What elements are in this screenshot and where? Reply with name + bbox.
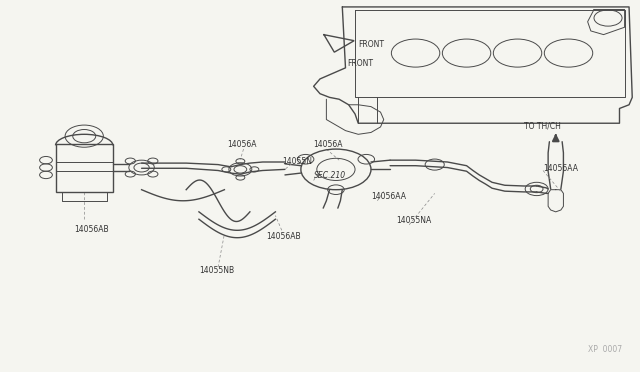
Text: SEC.210: SEC.210 — [314, 171, 346, 180]
Text: 14055N: 14055N — [282, 157, 312, 166]
Text: 14056A: 14056A — [228, 140, 257, 149]
Bar — [56, 144, 113, 192]
Text: 14056AA: 14056AA — [371, 192, 406, 201]
Text: 14056AB: 14056AB — [266, 232, 300, 241]
Text: 14055NA: 14055NA — [396, 216, 432, 225]
Text: FRONT: FRONT — [358, 41, 384, 49]
Text: 14055NB: 14055NB — [199, 266, 234, 275]
Text: XP  0007: XP 0007 — [588, 345, 621, 354]
Text: 14056AA: 14056AA — [543, 164, 578, 173]
Text: FRONT: FRONT — [348, 60, 373, 68]
Text: 14056A: 14056A — [314, 140, 343, 149]
Text: 14056AB: 14056AB — [75, 225, 109, 234]
Text: TO TH/CH: TO TH/CH — [524, 122, 561, 131]
